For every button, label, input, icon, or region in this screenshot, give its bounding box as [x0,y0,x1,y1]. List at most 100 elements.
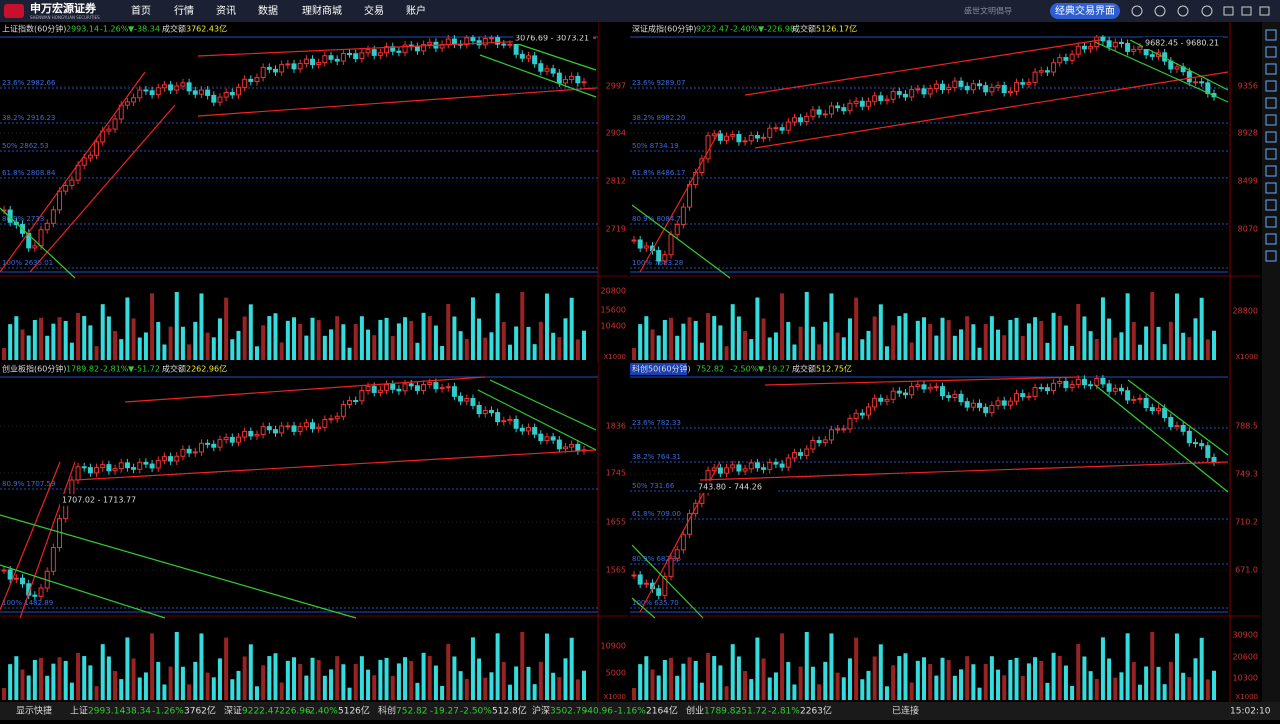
status-name: 上证 [70,706,88,717]
volume-bar [971,664,976,700]
volume-bar [983,324,988,360]
side-icon[interactable] [1265,97,1277,109]
volume-bar [915,660,920,700]
candle-body [896,91,902,95]
status-pct: -1.26% [152,707,184,717]
candle-body [1044,70,1050,73]
header-price: 1789.82 [66,365,99,374]
candle-body [445,386,451,389]
menu-item[interactable]: 账户 [406,4,426,17]
volume-bar [724,346,729,360]
channel-line [631,204,731,279]
volume-bar [773,672,778,700]
candle-body [767,127,773,138]
candle-body [359,390,365,402]
annotation: 3076.69 - 3073.21 [515,34,589,43]
menu-item[interactable]: 行情 [174,4,194,17]
status-pct: -2.81% [768,707,800,717]
classic-button[interactable] [1050,3,1120,19]
volume-bar [903,653,908,700]
volume-bar [69,342,74,360]
volume-bar [384,657,389,700]
candle-body [1168,60,1174,70]
volume-bar [440,345,445,360]
volume-bar [14,656,19,700]
candle-body [1094,36,1100,48]
volume-bar [372,335,377,360]
volume-bar [458,331,463,360]
window-button[interactable] [1259,6,1270,16]
side-icon[interactable] [1265,131,1277,143]
menu-item[interactable]: 数据 [258,4,278,17]
volume-bar [977,347,982,360]
volume-bar [150,633,155,700]
candle-body [662,254,668,262]
candle-body [87,467,93,474]
tool-icon[interactable] [1201,5,1213,17]
volume-bar [113,671,118,700]
side-icon[interactable] [1265,46,1277,58]
volume-bar [538,661,543,700]
menu-item[interactable]: 首页 [131,4,151,17]
volume-bar [538,321,543,360]
side-icon[interactable] [1265,148,1277,160]
candle-body [798,117,804,123]
candle-body [828,429,834,441]
tool-icon[interactable] [1154,5,1166,17]
tool-icon[interactable] [1131,5,1143,17]
volume-bar [168,326,173,360]
volume-bar [810,666,815,700]
candle-body [773,461,779,465]
volume-bar [1100,297,1105,360]
volume-bar [1174,293,1179,360]
volume-bar [236,330,241,360]
window-button[interactable] [1223,6,1234,16]
candle-body [902,392,908,396]
trend-line [29,104,176,273]
volume-bar [8,324,13,360]
candle-body [810,440,816,450]
side-icon[interactable] [1265,165,1277,177]
header-name: 深证成指(60分钟) [632,24,696,34]
candle-body [1051,62,1057,73]
side-icon[interactable] [1265,29,1277,41]
channel-line [0,207,76,279]
volume-bar [82,656,87,700]
candle-body [816,109,822,115]
side-icon[interactable] [1265,63,1277,75]
side-icon[interactable] [1265,233,1277,245]
tool-icon[interactable] [1177,5,1189,17]
candle-body [347,400,353,406]
side-icon[interactable] [1265,250,1277,262]
volume-bar [217,658,222,700]
candle-body [217,439,223,448]
volume-bar [242,656,247,700]
side-icon[interactable] [1265,80,1277,92]
candle-body [445,38,451,46]
volume-bar [254,346,259,360]
shortcut[interactable]: 显示快捷 [16,705,52,717]
volume-bar [1094,678,1099,700]
volume-bar [1039,321,1044,360]
menu-item[interactable]: 资讯 [216,5,236,17]
side-icon[interactable] [1265,114,1277,126]
window-button[interactable] [1241,6,1252,16]
volume-bar [755,297,760,360]
volume-bar [477,658,482,700]
side-icon[interactable] [1265,199,1277,211]
menu-item[interactable]: 交易 [364,4,384,17]
volume-bar [1156,326,1161,360]
candle-body [656,588,662,596]
volume-bar [743,331,748,360]
side-icon[interactable] [1265,182,1277,194]
header-volume: 512.75亿 [816,364,852,374]
volume-bar [1076,643,1081,700]
side-icon[interactable] [1265,216,1277,228]
menu-item[interactable]: 理财商城 [302,4,342,17]
classic-button-label[interactable]: 经典交易界面 [1055,4,1115,17]
volume-bar [1088,331,1093,360]
volume-bar [193,661,198,700]
volume-bar [335,656,340,700]
volume-bar [421,652,426,700]
volume-bar [464,678,469,700]
